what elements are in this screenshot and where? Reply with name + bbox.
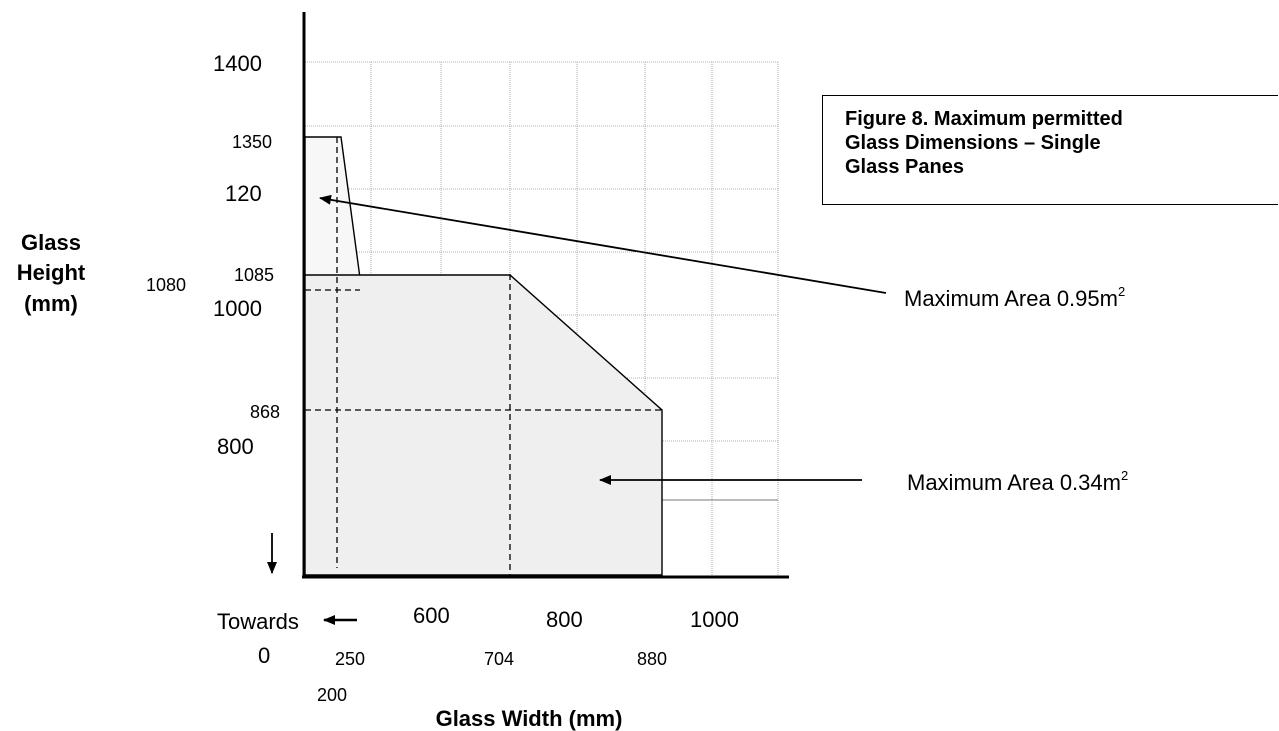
y-axis-title-line-2: Height	[17, 260, 86, 285]
y-label-1080: 1080	[146, 275, 186, 295]
x-tick-1000: 1000	[690, 607, 739, 632]
x-tick-600: 600	[413, 603, 450, 628]
x-label-250: 250	[335, 649, 365, 669]
x-label-704: 704	[484, 649, 514, 669]
y-label-868: 868	[250, 402, 280, 422]
figure-caption-box: Figure 8. Maximum permitted Glass Dimens…	[822, 95, 1278, 205]
y-tick-800: 800	[217, 434, 254, 459]
y-tick-120: 120	[225, 181, 262, 206]
y-axis-title-line-3: (mm)	[24, 291, 78, 316]
y-axis-title-line-1: Glass	[21, 230, 81, 255]
x-tick-800: 800	[546, 607, 583, 632]
x-note-towards: Towards	[217, 609, 299, 634]
y-label-1085: 1085	[234, 265, 274, 285]
chart-title: Figure 8. Maximum permitted Glass Dimens…	[845, 108, 1123, 178]
y-label-1350: 1350	[232, 132, 272, 152]
annotation-0.95-label: Maximum Area 0.95m2	[904, 284, 1125, 311]
y-tick-1400: 1400	[213, 51, 262, 76]
x-note-zero: 0	[258, 643, 270, 668]
x-label-200: 200	[317, 685, 347, 705]
area-max-0.34	[304, 274, 663, 576]
annotation-0.34-label: Maximum Area 0.34m2	[907, 468, 1128, 495]
y-tick-1000: 1000	[213, 296, 262, 321]
x-label-880: 880	[637, 649, 667, 669]
annotation-0.95-arrow	[319, 194, 887, 294]
x-axis-title: Glass Width (mm)	[436, 706, 623, 731]
